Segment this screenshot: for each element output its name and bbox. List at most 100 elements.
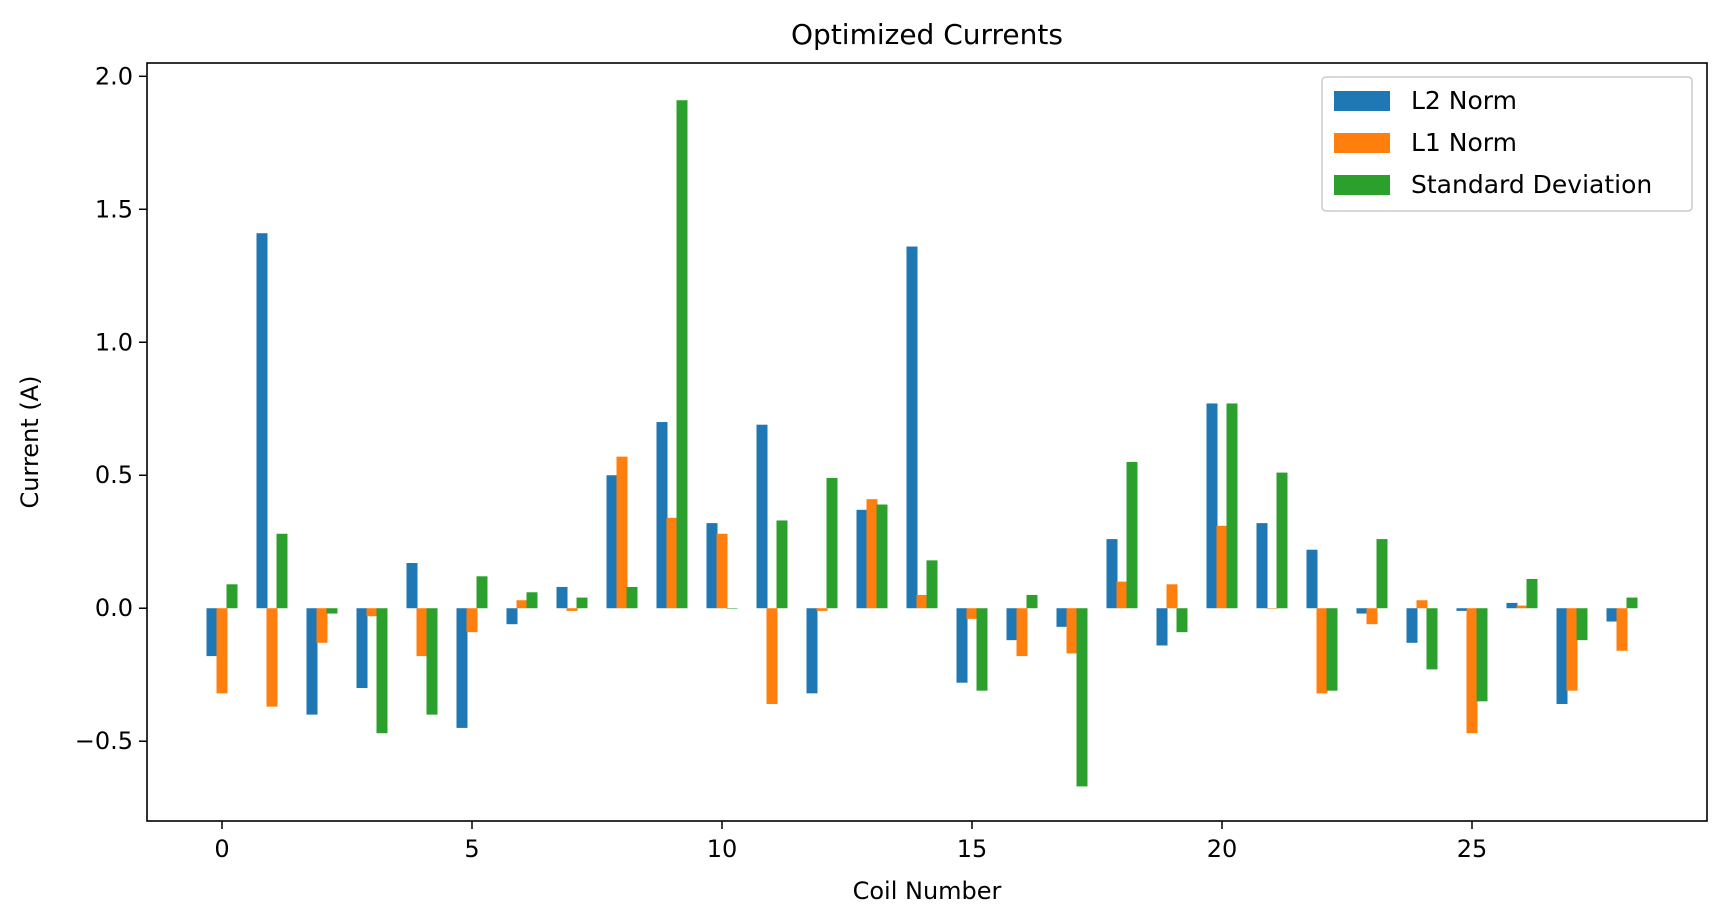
bar-l2-norm-coil-21	[1256, 523, 1268, 609]
legend-label-l2-norm: L2 Norm	[1411, 86, 1517, 115]
bar-l1-norm-coil-1	[266, 608, 278, 707]
x-tick-label: 5	[464, 835, 479, 863]
bar-standard-deviation-coil-25	[1476, 608, 1488, 702]
x-tick-label: 15	[957, 835, 988, 863]
bar-l1-norm-coil-27	[1566, 608, 1578, 691]
bar-standard-deviation-coil-9	[676, 100, 688, 609]
bar-standard-deviation-coil-12	[826, 477, 838, 609]
bar-l2-norm-coil-27	[1556, 608, 1568, 704]
bar-l2-norm-coil-11	[756, 424, 768, 609]
bar-standard-deviation-coil-26	[1526, 578, 1538, 609]
x-tick-label: 0	[214, 835, 229, 863]
bar-l2-norm-coil-4	[406, 563, 418, 609]
bar-l2-norm-coil-25	[1456, 608, 1468, 611]
bar-l2-norm-coil-10	[706, 523, 718, 609]
bar-l2-norm-coil-16	[1006, 608, 1018, 641]
bar-l1-norm-coil-24	[1416, 600, 1428, 609]
bar-l2-norm-coil-24	[1406, 608, 1418, 643]
bar-l2-norm-coil-28	[1606, 608, 1618, 622]
x-tick-label: 20	[1207, 835, 1238, 863]
bar-standard-deviation-coil-5	[476, 576, 488, 609]
bar-l1-norm-coil-5	[466, 608, 478, 633]
bar-l2-norm-coil-13	[856, 509, 868, 609]
x-axis-ticks: 0 5 10 15 20 25	[214, 821, 1487, 863]
y-axis-ticks: −0.5 0.0 0.5 1.0 1.5 2.0	[75, 62, 147, 755]
bar-l1-norm-coil-7	[566, 608, 578, 611]
bar-l1-norm-coil-22	[1316, 608, 1328, 694]
bar-l2-norm-coil-6	[506, 608, 518, 625]
bar-l1-norm-coil-14	[916, 594, 928, 609]
bar-standard-deviation-coil-21	[1276, 472, 1288, 609]
bar-standard-deviation-coil-13	[876, 504, 888, 609]
legend-frame	[1321, 76, 1693, 212]
bar-standard-deviation-coil-17	[1076, 608, 1088, 787]
bar-standard-deviation-coil-7	[576, 597, 588, 609]
bar-l2-norm-coil-22	[1306, 549, 1318, 609]
bar-l2-norm-coil-12	[806, 608, 818, 694]
bar-l1-norm-coil-2	[316, 608, 328, 643]
bar-standard-deviation-coil-2	[326, 608, 338, 614]
bar-l1-norm-coil-19	[1166, 584, 1178, 609]
bar-standard-deviation-coil-27	[1576, 608, 1588, 641]
bar-l1-norm-coil-3	[366, 608, 378, 617]
bar-l2-norm-coil-15	[956, 608, 968, 683]
bar-l2-norm-coil-1	[256, 233, 268, 609]
bar-l1-norm-coil-9	[666, 517, 678, 609]
bar-l1-norm-coil-8	[616, 456, 628, 609]
bar-standard-deviation-coil-23	[1376, 539, 1388, 609]
bars-layer	[206, 100, 1638, 787]
bar-l1-norm-coil-17	[1066, 608, 1078, 654]
bar-standard-deviation-coil-19	[1176, 608, 1188, 633]
bar-standard-deviation-coil-18	[1126, 461, 1138, 609]
bar-l1-norm-coil-12	[816, 608, 828, 611]
bar-l2-norm-coil-0	[206, 608, 218, 657]
bar-l2-norm-coil-7	[556, 586, 568, 609]
bar-l2-norm-coil-23	[1356, 608, 1368, 614]
bar-l1-norm-coil-15	[966, 608, 978, 619]
bar-standard-deviation-coil-20	[1226, 403, 1238, 609]
bar-standard-deviation-coil-10	[726, 608, 738, 609]
bar-standard-deviation-coil-15	[976, 608, 988, 691]
legend-swatch-l1-norm	[1334, 133, 1390, 153]
bar-l2-norm-coil-2	[306, 608, 318, 715]
plot-area	[146, 62, 1708, 822]
x-tick-label: 10	[707, 835, 738, 863]
legend: L2 Norm L1 Norm Standard Deviation	[1321, 76, 1693, 212]
bar-l1-norm-coil-21	[1266, 608, 1278, 609]
bar-l1-norm-coil-26	[1516, 605, 1528, 609]
bar-l1-norm-coil-20	[1216, 525, 1228, 609]
x-tick-label: 25	[1457, 835, 1488, 863]
y-tick-label: 1.5	[95, 195, 133, 223]
bar-l1-norm-coil-18	[1116, 581, 1128, 609]
bar-l1-norm-coil-13	[866, 499, 878, 609]
bar-standard-deviation-coil-22	[1326, 608, 1338, 691]
bar-l1-norm-coil-16	[1016, 608, 1028, 657]
bar-standard-deviation-coil-11	[776, 520, 788, 609]
x-axis-label: Coil Number	[853, 877, 1002, 905]
bar-standard-deviation-coil-1	[276, 533, 288, 609]
bar-standard-deviation-coil-0	[226, 584, 238, 609]
y-tick-label: 0.5	[95, 461, 133, 489]
bar-standard-deviation-coil-24	[1426, 608, 1438, 670]
bar-l2-norm-coil-18	[1106, 539, 1118, 609]
bar-l1-norm-coil-11	[766, 608, 778, 704]
bar-standard-deviation-coil-14	[926, 560, 938, 609]
bar-standard-deviation-coil-28	[1626, 597, 1638, 609]
bar-standard-deviation-coil-3	[376, 608, 388, 734]
y-tick-label: 2.0	[95, 62, 133, 90]
y-axis-label: Current (A)	[16, 376, 44, 509]
bar-l2-norm-coil-14	[906, 246, 918, 609]
bar-l1-norm-coil-23	[1366, 608, 1378, 625]
bar-l2-norm-coil-9	[656, 422, 668, 609]
bar-l1-norm-coil-6	[516, 600, 528, 609]
legend-label-standard-deviation: Standard Deviation	[1411, 170, 1652, 199]
bar-l2-norm-coil-26	[1506, 602, 1518, 609]
bar-l2-norm-coil-19	[1156, 608, 1168, 646]
bar-standard-deviation-coil-8	[626, 586, 638, 609]
legend-swatch-standard-deviation	[1334, 175, 1390, 195]
bar-l2-norm-coil-5	[456, 608, 468, 728]
legend-swatch-l2-norm	[1334, 91, 1390, 111]
y-tick-label: 0.0	[95, 594, 133, 622]
bar-l2-norm-coil-17	[1056, 608, 1068, 627]
